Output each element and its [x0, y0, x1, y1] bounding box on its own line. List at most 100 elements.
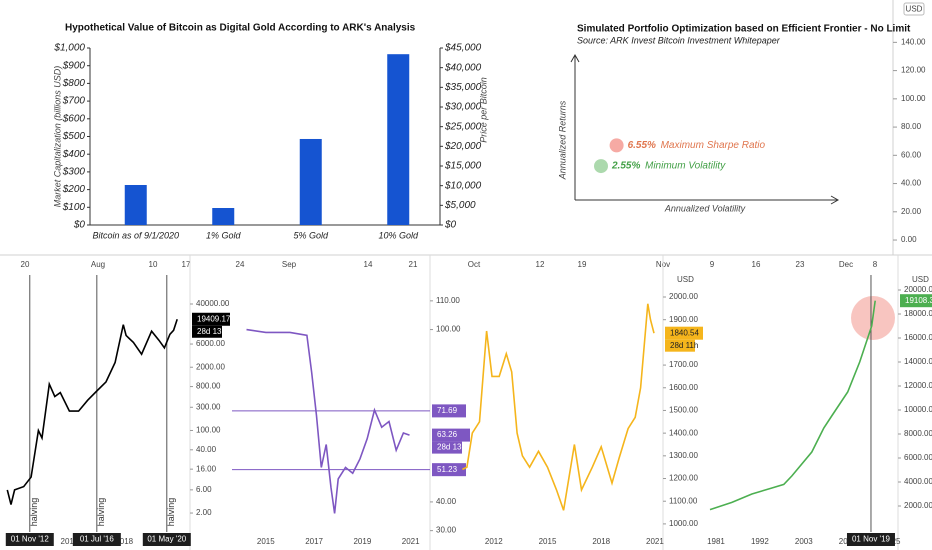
countdown-tag [665, 339, 695, 352]
y-tick-label: $0 [73, 220, 86, 231]
y-tick-label: $200 [62, 184, 86, 195]
event-tag [72, 533, 121, 546]
y2-tick-label: $30,000 [444, 102, 482, 113]
time-label: 14 [364, 260, 373, 269]
unit-label: USD [677, 275, 694, 284]
time-label: Oct [468, 260, 481, 269]
y-tick-label: 18000.00 [904, 309, 932, 318]
x-tick-label: 1981 [707, 537, 725, 546]
y-tick-label: 2.00 [196, 508, 212, 517]
y2-tick-label: $15,000 [444, 161, 482, 172]
y-tick-label: 800.00 [196, 382, 221, 391]
y-tick-label: $600 [62, 113, 86, 124]
bar [387, 54, 410, 225]
x-tick-label: 2021 [646, 537, 664, 546]
y-tick-label: 1200.00 [669, 474, 698, 483]
x-tick-label: 2019 [353, 537, 371, 546]
y2-tick-label: $0 [444, 220, 457, 231]
y-tick-label: 60.00 [901, 150, 922, 159]
y-tick-label: 14000.00 [904, 357, 932, 366]
y-tick-label: 12000.00 [904, 381, 932, 390]
price-tag [665, 326, 703, 340]
y-tick-label: 2000.00 [904, 501, 932, 510]
y-tick-label: $1,000 [53, 43, 85, 54]
x-tick-label: 2018 [115, 537, 133, 546]
time-label: 21 [409, 260, 418, 269]
countdown-label: 28d 13h [437, 443, 466, 452]
x-tick-label: 5% Gold [293, 230, 329, 240]
x-tick-label: 2015 [257, 537, 275, 546]
y-tick-label: 6000.00 [904, 453, 932, 462]
y-tick-label: 16.00 [196, 464, 217, 473]
line [6, 319, 178, 505]
x-tick-label: 2015 [61, 537, 79, 546]
y-tick-label: 300.00 [196, 402, 221, 411]
y-tick-label: $100 [62, 202, 86, 213]
y2-tick-label: $10,000 [444, 180, 482, 191]
y-tick-label: 0.00 [901, 235, 917, 244]
y-tick-label: 20000.00 [904, 285, 932, 294]
time-label: 10 [149, 260, 158, 269]
y-axis-label: Annualized Returns [557, 100, 567, 180]
point [594, 159, 608, 174]
price-label: 19108.33 [905, 296, 932, 305]
x-tick-label: 1992 [751, 537, 769, 546]
y-axis-label: Market Capitalization (billions USD) [52, 66, 62, 208]
line [246, 328, 410, 514]
y-tick-label: 140.00 [901, 37, 926, 46]
y-tick-label: 40000.00 [196, 299, 230, 308]
countdown-label: 28d 13h [197, 327, 226, 336]
level-tag [432, 463, 466, 477]
line [709, 300, 876, 511]
y-tick-label: 6000.00 [196, 339, 225, 348]
bar [212, 208, 235, 225]
x-tick-label: Bitcoin as of 9/1/2020 [92, 230, 179, 240]
y2-tick-label: $40,000 [444, 62, 482, 73]
event-label: 01 Nov '19 [852, 535, 891, 544]
bar [299, 138, 322, 225]
event-label: 01 Jul '16 [80, 535, 115, 544]
y2-tick-label: $5,000 [444, 200, 476, 211]
x-tick-label: 2003 [795, 537, 813, 546]
y-tick-label: $700 [62, 96, 86, 107]
time-label: Aug [91, 260, 105, 269]
y-tick-label: 110.00 [436, 296, 460, 305]
y-tick-label: 1900.00 [669, 315, 698, 324]
x-tick-label: 2012 [485, 537, 503, 546]
event-label: 01 Nov '12 [11, 535, 50, 544]
y-tick-label: 30.00 [436, 526, 457, 535]
price-tag [192, 312, 230, 326]
time-label: 9 [710, 260, 715, 269]
annotation: halving [96, 498, 106, 527]
unit-box [903, 2, 925, 16]
time-label: 12 [536, 260, 545, 269]
countdown-tag [432, 441, 462, 454]
x-tick-label: 2015 [539, 537, 557, 546]
y-tick-label: $500 [62, 131, 86, 142]
time-label: 20 [21, 260, 30, 269]
price-label: 19409.17 [197, 314, 231, 323]
y-tick-label: 1500.00 [669, 406, 698, 415]
y-tick-label: 1000.00 [669, 519, 698, 528]
time-label: 19 [578, 260, 587, 269]
x-axis-label: Annualized Volatility [664, 203, 746, 213]
y-tick-label: 120.00 [901, 66, 926, 75]
event-tag [5, 533, 54, 546]
y-tick-label: 2000.00 [669, 292, 698, 301]
level-tag [432, 404, 466, 418]
y-tick-label: 2000.00 [196, 362, 225, 371]
y-tick-label: 10000.00 [904, 405, 932, 414]
x-tick-label: 2018 [592, 537, 610, 546]
bar [124, 184, 147, 225]
y-tick-label: $800 [62, 78, 86, 89]
y2-tick-label: $20,000 [444, 141, 482, 152]
y-tick-label: 40.00 [196, 445, 217, 454]
legend-label: Maximum Sharpe Ratio [661, 140, 766, 151]
y2-tick-label: $35,000 [444, 82, 482, 93]
y-tick-label: 1600.00 [669, 383, 698, 392]
value-label: 2.55% [611, 161, 640, 172]
scatter-axes [570, 53, 840, 205]
legend-label: Minimum Volatility [645, 161, 726, 172]
